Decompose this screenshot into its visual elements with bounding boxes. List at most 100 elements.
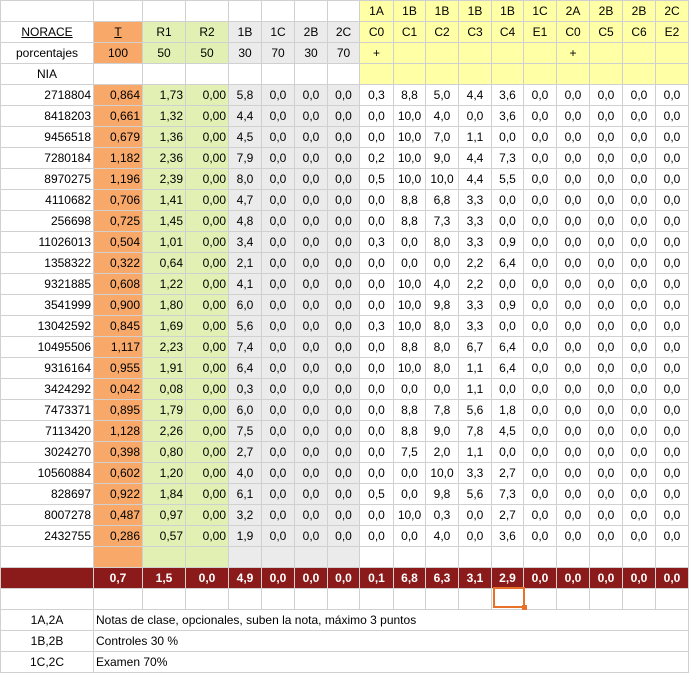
grade-cell[interactable]: 0,0 [556,525,590,547]
header-cell[interactable]: + [556,42,590,64]
grade-cell[interactable]: 0,0 [622,504,656,526]
grade-cell[interactable]: 0,602 [93,462,143,484]
header-cell[interactable]: 1C [261,21,295,43]
grade-cell[interactable]: 0,0 [655,168,689,190]
grade-cell[interactable]: 4,5 [228,126,262,148]
grade-cell[interactable]: 0,0 [655,483,689,505]
grade-cell[interactable]: 0,0 [327,420,360,442]
grade-cell[interactable]: 0,0 [589,336,623,358]
grade-cell[interactable]: 0,0 [359,126,394,148]
grade-cell[interactable]: 0,3 [228,378,262,400]
grade-cell[interactable]: 0,0 [294,252,328,274]
grade-cell[interactable]: 0,00 [185,315,229,337]
empty-cell[interactable] [228,588,262,610]
grade-cell[interactable]: 0,0 [589,399,623,421]
grade-cell[interactable]: 5,6 [458,399,492,421]
grade-cell[interactable]: 0,9 [491,231,524,253]
grade-cell[interactable]: 8,0 [425,357,459,379]
grade-cell[interactable]: 0,0 [523,441,557,463]
grade-cell[interactable]: 0,00 [185,105,229,127]
empty-cell[interactable] [491,588,524,610]
grade-cell[interactable]: 8,0 [425,231,459,253]
grade-cell[interactable]: 0,00 [185,84,229,106]
grade-cell[interactable]: 9,8 [425,294,459,316]
empty-cell[interactable] [261,546,295,568]
grade-cell[interactable]: 3,6 [491,105,524,127]
grade-cell[interactable]: 4,4 [458,147,492,169]
grade-cell[interactable]: 0,0 [622,105,656,127]
header-cell[interactable] [655,42,689,64]
header-cell[interactable] [425,63,459,85]
empty-cell[interactable] [185,546,229,568]
grade-cell[interactable]: 0,706 [93,189,143,211]
grade-cell[interactable]: 10,0 [393,357,426,379]
grade-cell[interactable]: 0,0 [359,462,394,484]
student-id-cell[interactable]: 8970275 [0,168,94,190]
grade-cell[interactable]: 0,0 [655,231,689,253]
grade-cell[interactable]: 0,0 [589,378,623,400]
grade-cell[interactable]: 0,08 [142,378,186,400]
grade-cell[interactable]: 0,00 [185,252,229,274]
average-cell[interactable]: 0,0 [185,567,229,589]
grade-cell[interactable]: 0,0 [655,147,689,169]
grade-cell[interactable]: 0,0 [556,252,590,274]
empty-cell[interactable] [523,546,557,568]
grade-cell[interactable]: 0,0 [622,147,656,169]
grade-cell[interactable]: 0,0 [425,252,459,274]
student-id-cell[interactable]: 13042592 [0,315,94,337]
grade-cell[interactable]: 0,0 [359,420,394,442]
grade-cell[interactable]: 0,0 [556,357,590,379]
grade-cell[interactable]: 0,0 [655,273,689,295]
header-cell[interactable]: 1B [228,21,262,43]
grade-cell[interactable]: 0,0 [294,504,328,526]
grade-cell[interactable]: 0,0 [294,378,328,400]
average-cell[interactable]: 2,9 [491,567,524,589]
header-cell[interactable]: C1 [393,21,426,43]
grade-cell[interactable]: 7,9 [228,147,262,169]
grade-cell[interactable]: 0,00 [185,357,229,379]
grade-cell[interactable]: 3,3 [458,210,492,232]
grade-cell[interactable]: 4,0 [425,525,459,547]
grade-cell[interactable]: 1,91 [142,357,186,379]
grade-cell[interactable]: 0,0 [655,252,689,274]
grade-cell[interactable]: 0,0 [327,210,360,232]
grade-cell[interactable]: 7,3 [425,210,459,232]
grade-cell[interactable]: 0,286 [93,525,143,547]
grade-cell[interactable]: 1,32 [142,105,186,127]
header-cell[interactable]: 2C [655,0,689,22]
header-cell[interactable] [655,63,689,85]
grade-cell[interactable]: 3,4 [228,231,262,253]
grade-cell[interactable]: 0,0 [523,189,557,211]
grade-cell[interactable]: 0,0 [523,84,557,106]
grade-cell[interactable]: 0,0 [622,189,656,211]
grade-cell[interactable]: 10,0 [393,273,426,295]
grade-cell[interactable]: 0,0 [523,504,557,526]
header-cell[interactable]: C3 [458,21,492,43]
empty-cell[interactable] [393,588,426,610]
grade-cell[interactable]: 0,0 [556,399,590,421]
grade-cell[interactable]: 0,0 [622,252,656,274]
grade-cell[interactable]: 0,0 [523,168,557,190]
grade-cell[interactable]: 0,0 [589,231,623,253]
grade-cell[interactable]: 0,0 [393,231,426,253]
grade-cell[interactable]: 0,0 [359,252,394,274]
grade-cell[interactable]: 0,0 [523,273,557,295]
grade-cell[interactable]: 0,00 [185,378,229,400]
grade-cell[interactable]: 3,3 [458,294,492,316]
average-cell[interactable]: 4,9 [228,567,262,589]
grade-cell[interactable]: 0,0 [393,462,426,484]
grade-cell[interactable]: 0,0 [622,315,656,337]
header-cell[interactable] [142,0,186,22]
grade-cell[interactable]: 0,0 [294,84,328,106]
grade-cell[interactable]: 6,1 [228,483,262,505]
grade-cell[interactable]: 0,0 [655,357,689,379]
grade-cell[interactable]: 5,6 [228,315,262,337]
grade-cell[interactable]: 0,00 [185,483,229,505]
grade-cell[interactable]: 0,0 [327,147,360,169]
grade-cell[interactable]: 0,0 [359,525,394,547]
grade-cell[interactable]: 0,0 [359,189,394,211]
empty-cell[interactable] [622,546,656,568]
average-cell[interactable]: 1,5 [142,567,186,589]
header-cell[interactable]: + [359,42,394,64]
grade-cell[interactable]: 0,00 [185,441,229,463]
